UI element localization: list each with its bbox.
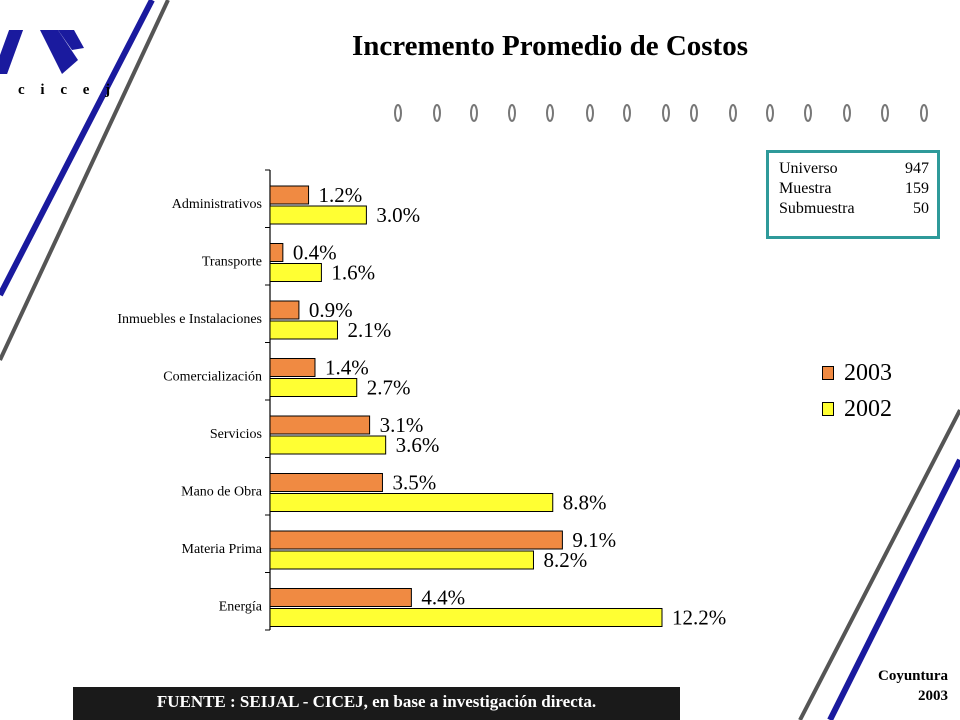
- category-label: Inmuebles e Instalaciones: [117, 312, 262, 327]
- cicej-logo-icon: [0, 30, 84, 74]
- category-label: Servicios: [210, 427, 262, 442]
- bar-2002: [269, 493, 554, 512]
- oval-dot: [470, 104, 478, 122]
- data-label: 2.1%: [347, 318, 391, 342]
- oval-dot: [766, 104, 774, 122]
- data-label: 8.8%: [563, 491, 607, 515]
- stat-label: Muestra: [779, 180, 832, 197]
- stat-universo: Universo 947: [779, 159, 929, 179]
- legend-item-2002: 2002: [822, 391, 892, 427]
- right-gray-stripe: [798, 409, 960, 720]
- data-label: 1.6%: [331, 261, 375, 285]
- stat-label: Universo: [779, 160, 838, 177]
- oval-dot: [843, 104, 851, 122]
- bar-2002: [269, 320, 338, 340]
- legend-label: 2003: [844, 359, 892, 386]
- category-label: Materia Prima: [182, 542, 263, 557]
- left-blue-stripe: [0, 0, 155, 297]
- bar-2003: [269, 358, 316, 377]
- legend-item-2003: 2003: [822, 355, 892, 391]
- data-label: 3.1%: [380, 413, 424, 437]
- bar-2003: [269, 185, 310, 205]
- category-label: Transporte: [202, 255, 262, 270]
- oval-dot: [729, 104, 737, 122]
- page-title: Incremento Promedio de Costos: [351, 30, 749, 62]
- bar-2003: [269, 300, 300, 320]
- chart-legend: 2003 2002: [822, 355, 892, 427]
- legend-swatch-2002: [822, 402, 834, 416]
- data-label: 3.6%: [396, 433, 440, 457]
- bar-2002: [269, 378, 358, 397]
- stat-value: 159: [905, 180, 929, 197]
- source-footer: FUENTE : SEIJAL - CICEJ, en base a inves…: [73, 687, 680, 720]
- legend-label: 2002: [844, 395, 892, 422]
- bar-2003: [269, 530, 563, 550]
- oval-dot: [586, 104, 594, 122]
- bar-2002: [269, 263, 322, 282]
- category-label: Energía: [219, 600, 263, 615]
- oval-dot: [881, 104, 889, 122]
- data-label: 1.2%: [319, 183, 363, 207]
- data-label: 2.7%: [367, 376, 411, 400]
- stat-value: 50: [913, 200, 929, 217]
- stat-value: 947: [905, 160, 929, 177]
- bar-2003: [269, 415, 371, 435]
- oval-dot: [690, 104, 698, 122]
- logo-text: c i c e j: [18, 82, 117, 98]
- stat-label: Submuestra: [779, 200, 855, 217]
- oval-dot: [920, 104, 928, 122]
- sample-info-box: Universo 947 Muestra 159 Submuestra 50: [766, 150, 940, 239]
- oval-dot: [623, 104, 631, 122]
- data-label: 0.4%: [293, 241, 337, 265]
- stat-submuestra: Submuestra 50: [779, 199, 929, 219]
- data-label: 0.9%: [309, 298, 353, 322]
- bar-2002: [269, 435, 387, 455]
- oval-dot: [662, 104, 670, 122]
- coyuntura-year: 2003: [918, 688, 948, 704]
- right-blue-stripe: [827, 458, 960, 720]
- stat-muestra: Muestra 159: [779, 179, 929, 199]
- oval-dot-row: [394, 104, 928, 122]
- oval-dot: [804, 104, 812, 122]
- oval-dot: [546, 104, 554, 122]
- data-label: 3.0%: [376, 203, 420, 227]
- bar-2003: [269, 243, 284, 262]
- data-label: 9.1%: [572, 528, 616, 552]
- category-label: Administrativos: [172, 197, 262, 212]
- oval-dot: [433, 104, 441, 122]
- bar-2003: [269, 588, 412, 607]
- bar-2002: [269, 550, 534, 570]
- legend-swatch-2003: [822, 366, 834, 380]
- data-label: 8.2%: [543, 548, 587, 572]
- data-label: 1.4%: [325, 356, 369, 380]
- data-label: 4.4%: [421, 586, 465, 610]
- bar-2003: [269, 473, 383, 492]
- bar-2002: [269, 205, 367, 225]
- oval-dot: [508, 104, 516, 122]
- coyuntura-label: Coyuntura 2003: [840, 666, 948, 706]
- data-label: 12.2%: [672, 606, 726, 630]
- bar-2002: [269, 608, 663, 627]
- coyuntura-line: Coyuntura: [877, 668, 948, 684]
- category-label: Comercialización: [163, 370, 262, 385]
- category-label: Mano de Obra: [181, 485, 263, 500]
- left-gray-stripe: [0, 0, 170, 361]
- oval-dot: [394, 104, 402, 122]
- data-label: 3.5%: [392, 471, 436, 495]
